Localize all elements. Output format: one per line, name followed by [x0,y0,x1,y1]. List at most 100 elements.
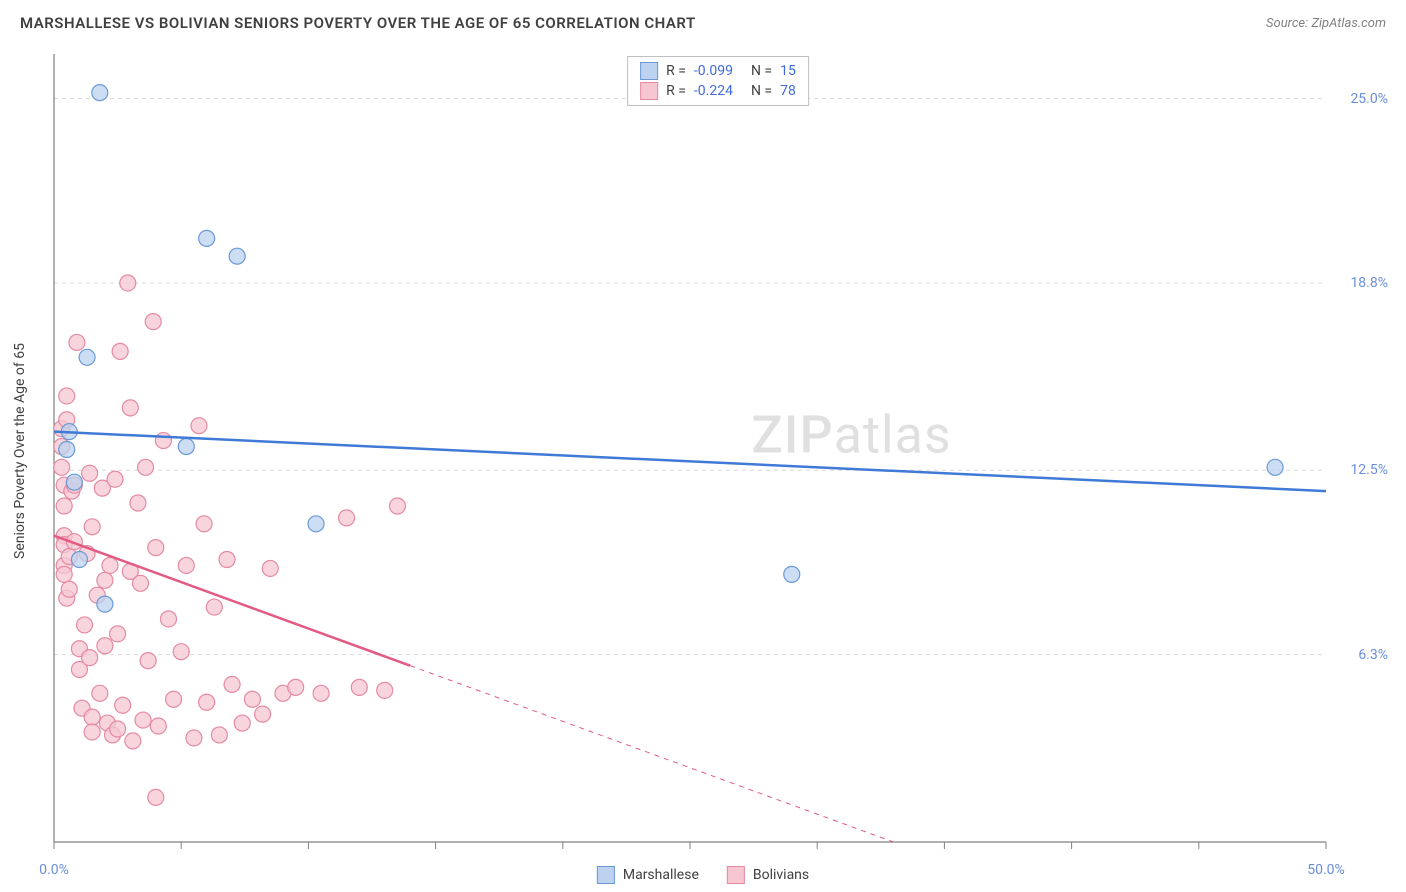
data-point [178,439,194,455]
legend-row: R = -0.099 N = 15 [640,61,796,81]
data-point [191,418,207,434]
data-point [92,685,108,701]
data-point [97,638,113,654]
data-point [120,275,136,291]
data-point [112,343,128,359]
data-point [77,617,93,633]
data-point [255,706,271,722]
data-point [82,650,98,666]
series-legend-label: Marshallese [623,867,699,883]
data-point [84,519,100,535]
data-point [206,599,222,615]
data-point [186,730,202,746]
data-point [173,644,189,660]
y-axis-label: Seniors Poverty Over the Age of 65 [12,343,28,559]
data-point [244,691,260,707]
y-tick-label: 12.5% [1350,462,1388,478]
data-point [130,495,146,511]
legend-swatch [640,62,658,80]
data-point [313,685,329,701]
data-point [122,400,138,416]
legend-n-value: 15 [780,63,796,79]
legend-r-label: R = [666,83,686,99]
series-legend: Marshallese Bolivians [597,866,809,884]
data-point [224,676,240,692]
legend-r-value: -0.224 [694,83,733,99]
data-point [148,540,164,556]
data-point [84,724,100,740]
series-legend-label: Bolivians [753,867,809,883]
data-point [110,626,126,642]
data-point [82,465,98,481]
data-point [148,789,164,805]
data-point [784,566,800,582]
chart-title: MARSHALLESE VS BOLIVIAN SENIORS POVERTY … [20,14,696,32]
data-point [71,552,87,568]
correlation-legend: R = -0.099 N = 15 R = -0.224 N = 78 [627,56,809,106]
legend-n-label: N = [751,63,772,79]
series-legend-item: Bolivians [727,866,809,884]
data-point [79,349,95,365]
chart-source: Source: ZipAtlas.com [1266,16,1386,31]
data-point [389,498,405,514]
legend-n-label: N = [751,83,772,99]
chart-header: MARSHALLESE VS BOLIVIAN SENIORS POVERTY … [0,0,1406,40]
data-point [84,709,100,725]
data-point [132,575,148,591]
data-point [160,611,176,627]
legend-row: R = -0.224 N = 78 [640,81,796,101]
data-point [102,557,118,573]
data-point [125,733,141,749]
series-legend-item: Marshallese [597,866,699,884]
legend-n-value: 78 [780,83,796,99]
chart-area: Seniors Poverty Over the Age of 65 R =-0… [50,50,1386,852]
data-point [66,474,82,490]
data-point [1267,459,1283,475]
data-point [59,388,75,404]
data-point [97,572,113,588]
data-point [140,653,156,669]
y-tick-label: 6.3% [1358,647,1388,663]
data-point [351,679,367,695]
legend-swatch [640,82,658,100]
data-point [69,334,85,350]
data-point [145,314,161,330]
data-point [166,691,182,707]
data-point [229,248,245,264]
data-point [97,596,113,612]
legend-swatch [597,866,615,884]
data-point [135,712,151,728]
data-point [288,679,304,695]
data-point [234,715,250,731]
data-point [115,697,131,713]
source-label: Source: [1266,16,1311,31]
data-point [178,557,194,573]
y-tick-label: 18.8% [1350,275,1388,291]
data-point [56,498,72,514]
data-point [61,581,77,597]
data-point [308,516,324,532]
data-point [211,727,227,743]
legend-r-label: R = [666,63,686,79]
data-point [219,552,235,568]
data-point [196,516,212,532]
data-point [339,510,355,526]
data-point [54,459,70,475]
data-point [150,718,166,734]
trend-line-dashed [410,666,893,842]
data-point [199,694,215,710]
data-point [107,471,123,487]
legend-r-value: -0.099 [694,63,733,79]
data-point [138,459,154,475]
data-point [155,433,171,449]
source-value: ZipAtlas.com [1311,16,1386,31]
data-point [199,230,215,246]
trend-line [54,432,1326,491]
scatter-plot [50,50,1386,852]
data-point [92,85,108,101]
data-point [59,441,75,457]
x-tick-label: 50.0% [1307,862,1345,878]
y-tick-label: 25.0% [1350,91,1388,107]
data-point [377,682,393,698]
data-point [110,721,126,737]
